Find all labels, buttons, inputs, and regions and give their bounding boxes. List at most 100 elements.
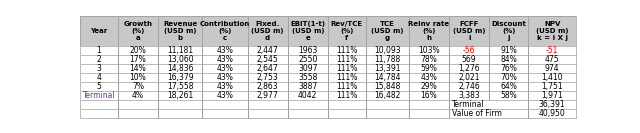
Text: 111%: 111% xyxy=(336,91,358,100)
Text: NPV
(USD m)
k = i X j: NPV (USD m) k = i X j xyxy=(536,21,568,41)
Bar xyxy=(158,16,202,46)
Bar xyxy=(328,16,365,46)
Bar xyxy=(529,82,576,91)
Bar xyxy=(80,46,576,55)
Bar xyxy=(287,91,328,100)
Bar xyxy=(409,46,449,55)
Text: 2,021: 2,021 xyxy=(458,73,480,82)
Bar xyxy=(365,16,409,46)
Bar xyxy=(118,109,158,118)
Bar xyxy=(248,64,287,73)
Bar xyxy=(529,73,576,82)
Text: 76%: 76% xyxy=(500,64,517,73)
Bar xyxy=(328,16,365,46)
Text: 2,863: 2,863 xyxy=(257,82,278,91)
Text: 2,977: 2,977 xyxy=(257,91,278,100)
Bar xyxy=(118,64,158,73)
Text: 103%: 103% xyxy=(418,46,440,55)
Bar xyxy=(158,109,202,118)
Bar xyxy=(202,16,248,46)
Bar xyxy=(202,64,248,73)
Bar xyxy=(529,46,576,55)
Bar xyxy=(328,109,365,118)
Bar xyxy=(118,73,158,82)
Bar xyxy=(80,100,118,109)
Text: 20%: 20% xyxy=(129,46,146,55)
Bar xyxy=(409,55,449,64)
Bar xyxy=(248,109,287,118)
Bar xyxy=(118,91,158,100)
Bar xyxy=(248,82,287,91)
Text: 111%: 111% xyxy=(336,73,358,82)
Bar xyxy=(449,55,489,64)
Text: 16%: 16% xyxy=(420,91,437,100)
Bar xyxy=(158,55,202,64)
Bar xyxy=(287,55,328,64)
Bar xyxy=(365,91,409,100)
Bar xyxy=(287,82,328,91)
Text: 10%: 10% xyxy=(129,73,146,82)
Bar xyxy=(449,100,529,109)
Text: 1,276: 1,276 xyxy=(458,64,480,73)
Text: 111%: 111% xyxy=(336,82,358,91)
Bar xyxy=(365,109,409,118)
Bar xyxy=(118,100,158,109)
Text: Reinv rate
(%)
h: Reinv rate (%) h xyxy=(408,21,449,41)
Bar xyxy=(287,64,328,73)
Bar xyxy=(287,16,328,46)
Bar xyxy=(365,55,409,64)
Bar xyxy=(409,91,449,100)
Bar xyxy=(489,91,529,100)
Text: 4042: 4042 xyxy=(298,91,317,100)
Text: Terminal: Terminal xyxy=(452,100,485,109)
Text: 43%: 43% xyxy=(216,73,234,82)
Text: FCFF
(USD m)
i: FCFF (USD m) i xyxy=(453,21,485,41)
Text: -51: -51 xyxy=(546,46,558,55)
Bar xyxy=(449,64,489,73)
Bar xyxy=(80,91,118,100)
Bar xyxy=(409,73,449,82)
Text: 111%: 111% xyxy=(336,55,358,64)
Bar xyxy=(529,64,576,73)
Bar xyxy=(80,55,576,64)
Bar xyxy=(158,82,202,91)
Bar xyxy=(248,55,287,64)
Text: 14,784: 14,784 xyxy=(374,73,401,82)
Text: Revenue
(USD m)
b: Revenue (USD m) b xyxy=(163,21,197,41)
Bar xyxy=(328,82,365,91)
Text: 4: 4 xyxy=(97,73,101,82)
Text: EBIT(1-t)
(USD m)
e: EBIT(1-t) (USD m) e xyxy=(291,21,325,41)
Bar xyxy=(248,16,287,46)
Text: 13,060: 13,060 xyxy=(167,55,193,64)
Bar xyxy=(80,55,118,64)
Text: 16,379: 16,379 xyxy=(167,73,193,82)
Text: 2: 2 xyxy=(97,55,101,64)
Text: 7%: 7% xyxy=(132,82,144,91)
Text: 17%: 17% xyxy=(129,55,146,64)
Bar xyxy=(118,16,158,46)
Bar xyxy=(365,46,409,55)
Text: 40,950: 40,950 xyxy=(539,109,566,118)
Text: 64%: 64% xyxy=(500,82,517,91)
Text: 2,753: 2,753 xyxy=(257,73,278,82)
Text: 70%: 70% xyxy=(500,73,517,82)
Text: Rev/TCE
(%)
f: Rev/TCE (%) f xyxy=(331,21,363,41)
Text: 10,093: 10,093 xyxy=(374,46,401,55)
Bar xyxy=(118,16,158,46)
Text: 13,391: 13,391 xyxy=(374,64,401,73)
Bar xyxy=(80,73,576,82)
Bar xyxy=(365,16,409,46)
Text: 2550: 2550 xyxy=(298,55,317,64)
Text: 111%: 111% xyxy=(336,46,358,55)
Bar xyxy=(202,109,248,118)
Text: Value of Firm: Value of Firm xyxy=(452,109,502,118)
Text: Contribution
(%)
c: Contribution (%) c xyxy=(200,21,250,41)
Bar xyxy=(409,100,449,109)
Bar xyxy=(409,82,449,91)
Bar xyxy=(328,73,365,82)
Bar xyxy=(158,46,202,55)
Bar xyxy=(328,46,365,55)
Text: Year: Year xyxy=(90,28,108,34)
Text: 43%: 43% xyxy=(216,91,234,100)
Text: 1,971: 1,971 xyxy=(541,91,563,100)
